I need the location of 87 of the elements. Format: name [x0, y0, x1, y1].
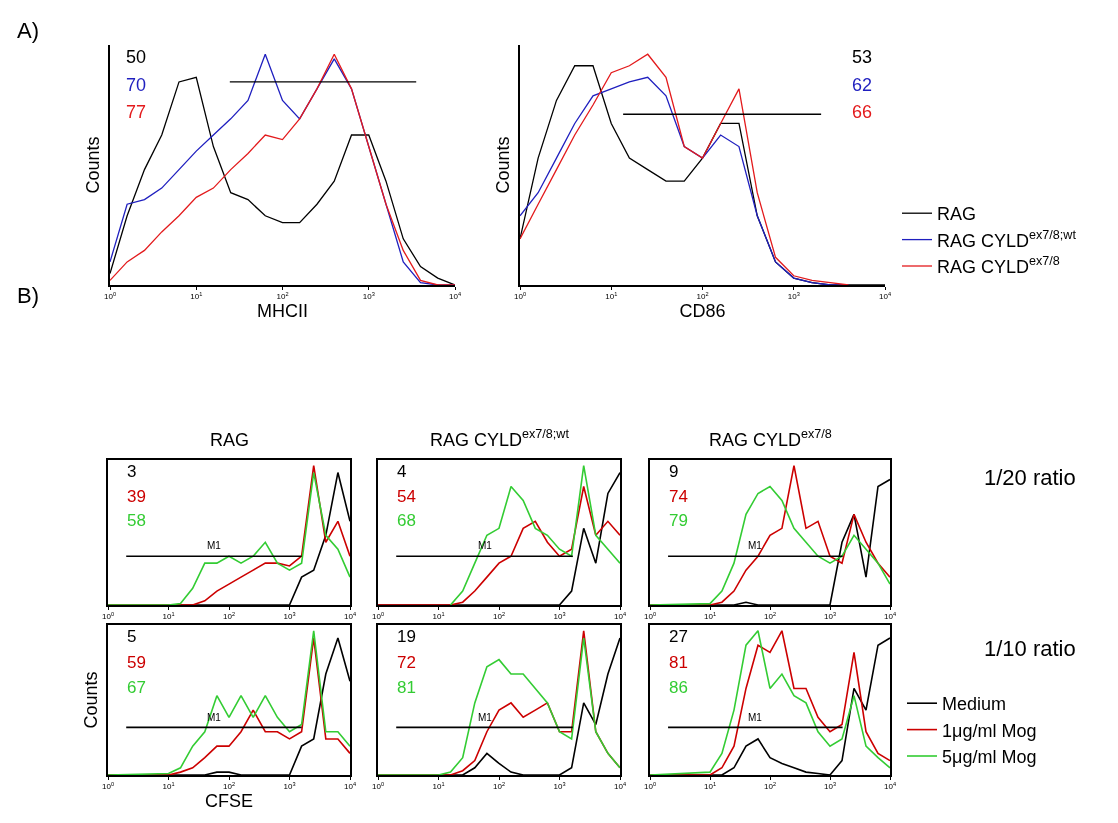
x-tick-label: 10$^{1}$: [162, 610, 175, 622]
x-tick-label: 10$^{1}$: [162, 780, 175, 792]
x-tick-label: 10$^{4}$: [448, 290, 462, 302]
annotation: 3: [127, 462, 137, 481]
x-tick-label: 10$^{4}$: [883, 610, 897, 622]
x-tick-label: 10$^{3}$: [787, 290, 800, 302]
annotation: M1: [478, 712, 493, 723]
annotation: 4: [397, 462, 407, 481]
x-tick-label: 10$^{4}$: [613, 610, 627, 622]
legend-label: RAG CYLD$^{ex7/8}$: [937, 254, 1060, 278]
x-tick-label: 10$^{1}$: [605, 290, 618, 302]
x-tick-label: 10$^{1}$: [432, 780, 445, 792]
x-tick-label: 10$^{3}$: [553, 780, 566, 792]
annotation: 9: [669, 462, 679, 481]
annotation: 67: [127, 678, 146, 697]
text: B): [17, 283, 39, 308]
chart-title: RAG CYLD$^{ex7/8;wt}$: [430, 427, 570, 450]
x-tick-label: 10$^{0}$: [101, 780, 115, 792]
annotation: 81: [669, 653, 688, 672]
chart-title: RAG: [210, 430, 250, 450]
x-tick-label: 10$^{4}$: [343, 780, 357, 792]
annotation: 86: [669, 678, 688, 697]
x-tick-label: 10$^{1}$: [703, 780, 717, 792]
x-tick-label: 10$^{3}$: [283, 780, 296, 792]
x-tick-label: 10$^{2}$: [763, 610, 777, 622]
x-tick-label: 10$^{0}$: [101, 610, 115, 622]
legend-label: RAG: [937, 204, 977, 225]
x-tick-label: 10$^{2}$: [696, 290, 709, 302]
legend-label: 5μg/ml Mog: [942, 747, 1037, 768]
x-tick-label: 10$^{2}$: [492, 780, 506, 792]
x-axis-title: CFSE: [204, 791, 254, 812]
annotation: 5: [127, 627, 137, 646]
text: A): [17, 18, 39, 43]
x-tick-label: 10$^{3}$: [362, 290, 375, 302]
y-axis-title: Counts: [80, 671, 101, 729]
annotation: 68: [397, 511, 416, 530]
x-tick-label: 10$^{2}$: [276, 290, 289, 302]
x-tick-label: 10$^{1}$: [703, 610, 717, 622]
x-tick-label: 10$^{2}$: [222, 780, 236, 792]
x-tick-label: 10$^{3}$: [823, 780, 837, 792]
x-axis-title: CD86: [679, 301, 726, 322]
x-tick-label: 10$^{4}$: [878, 290, 892, 302]
x-axis-title: MHCII: [257, 301, 308, 322]
x-tick-label: 10$^{2}$: [222, 610, 236, 622]
annotation: 39: [127, 487, 146, 506]
y-axis-title: Counts: [492, 136, 513, 194]
x-tick-label: 10$^{3}$: [283, 610, 296, 622]
x-tick-label: 10$^{1}$: [432, 610, 445, 622]
legend-label: Medium: [942, 694, 1007, 715]
annotation: 72: [397, 653, 416, 672]
legend-label: RAG CYLD$^{ex7/8;wt}$: [937, 228, 1077, 251]
annotation: 58: [127, 511, 146, 530]
annotation: M1: [748, 712, 763, 723]
annotation: 62: [852, 75, 873, 95]
annotation: 79: [669, 511, 688, 530]
annotation: 74: [669, 487, 688, 506]
text: 1/10 ratio: [984, 636, 1076, 661]
annotation: 70: [126, 75, 147, 95]
annotation: 66: [852, 102, 873, 122]
x-tick-label: 10$^{1}$: [190, 290, 203, 302]
annotation: 19: [397, 627, 416, 646]
annotation: 50: [126, 47, 147, 67]
annotation: 77: [126, 102, 147, 122]
legend-label: 1μg/ml Mog: [942, 720, 1037, 741]
annotation: 27: [669, 627, 688, 646]
x-tick-label: 10$^{0}$: [643, 780, 657, 792]
annotation: M1: [748, 540, 763, 551]
annotation: 53: [852, 47, 873, 67]
annotation: M1: [207, 540, 222, 551]
annotation: 54: [397, 487, 416, 506]
text: 1/20 ratio: [984, 465, 1076, 490]
x-tick-label: 10$^{4}$: [343, 610, 357, 622]
x-tick-label: 10$^{0}$: [643, 610, 657, 622]
x-tick-label: 10$^{4}$: [613, 780, 627, 792]
annotation: 81: [397, 678, 416, 697]
y-axis-title: Counts: [82, 136, 103, 194]
x-tick-label: 10$^{0}$: [371, 780, 385, 792]
x-tick-label: 10$^{0}$: [371, 610, 385, 622]
chart-title: RAG CYLD$^{ex7/8}$: [709, 427, 832, 450]
x-tick-label: 10$^{3}$: [823, 610, 837, 622]
x-tick-label: 10$^{0}$: [513, 290, 527, 302]
x-tick-label: 10$^{4}$: [883, 780, 897, 792]
annotation: 59: [127, 653, 146, 672]
x-tick-label: 10$^{2}$: [492, 610, 506, 622]
x-tick-label: 10$^{2}$: [763, 780, 777, 792]
x-tick-label: 10$^{3}$: [553, 610, 566, 622]
x-tick-label: 10$^{0}$: [103, 290, 117, 302]
